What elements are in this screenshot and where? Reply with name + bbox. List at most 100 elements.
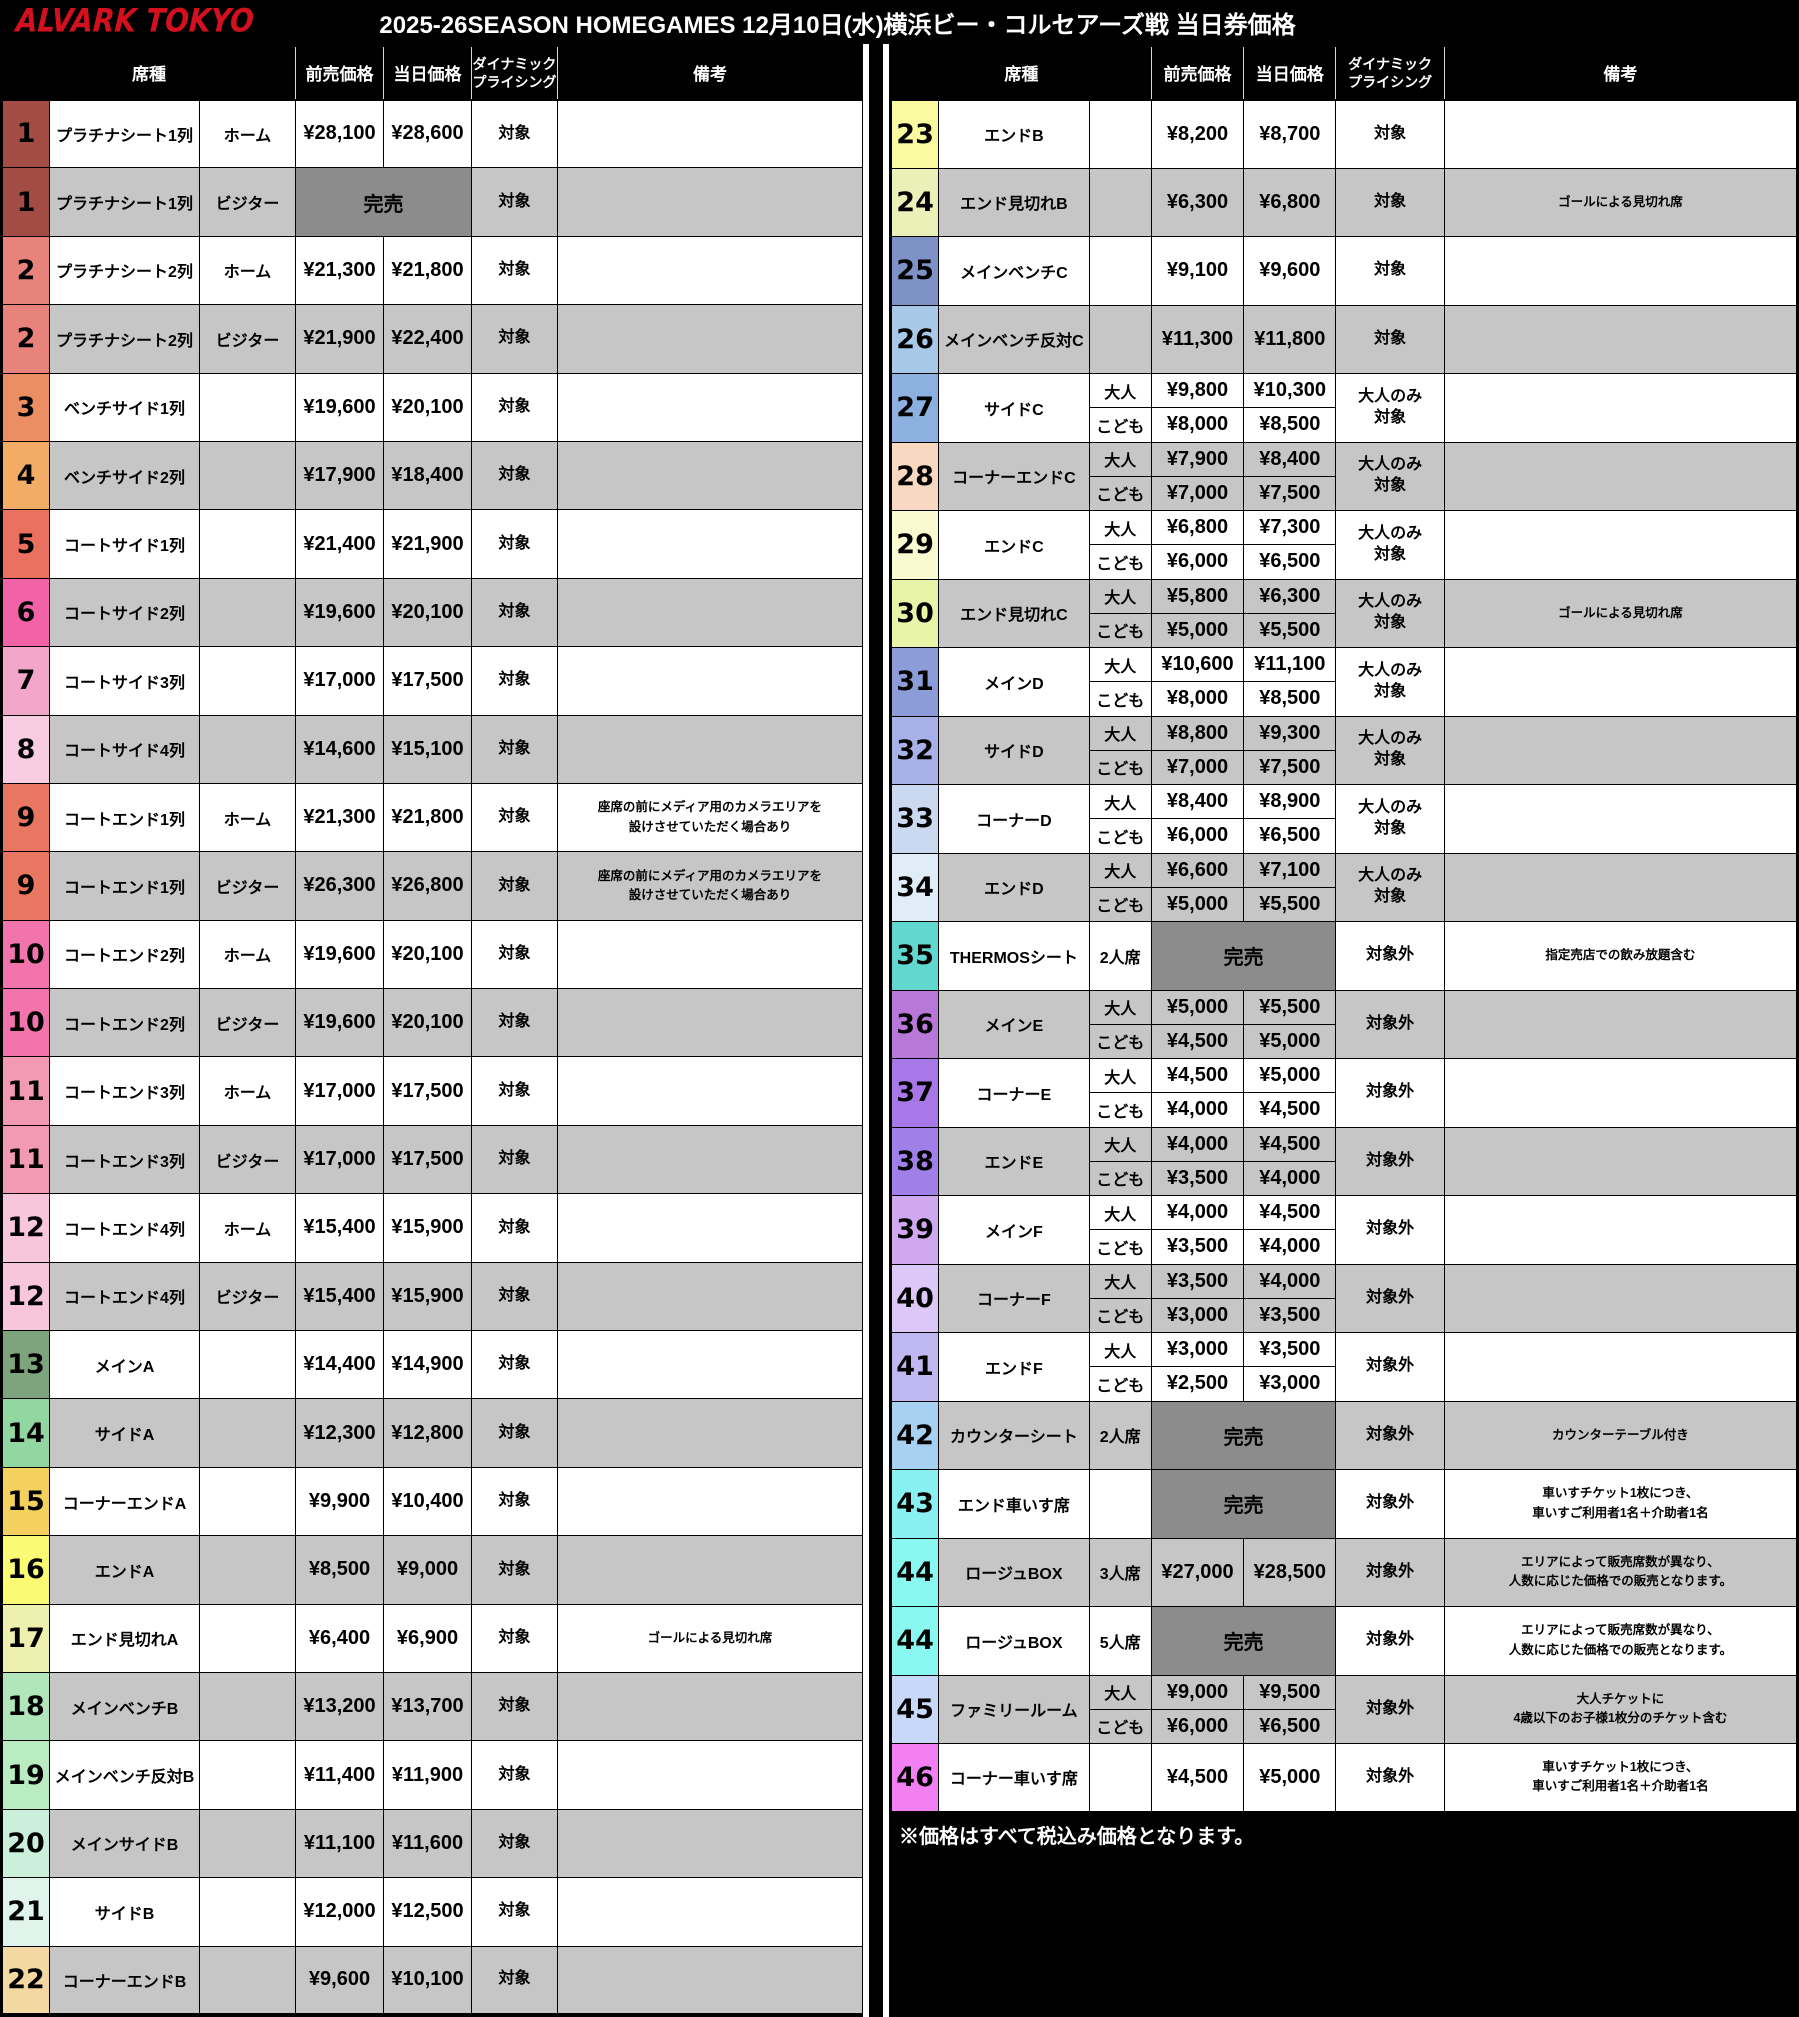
seat-number-cell: 44 (889, 1606, 940, 1676)
table-row: 2 プラチナシート2列 ホーム ¥21,300 ¥21,800 対象 (1, 235, 864, 306)
remark-cell: 座席の前にメディア用のカメラエリアを 設けさせていただく場合あり (557, 782, 864, 853)
day-price-cell: ¥3,500 (1243, 1297, 1337, 1334)
seat-number-cell: 46 (889, 1743, 940, 1813)
day-price-cell: ¥17,500 (383, 1124, 472, 1195)
dynamic-pricing-cell: 大人のみ 対象 (1335, 578, 1445, 648)
day-price-cell: ¥15,900 (383, 1261, 472, 1332)
seat-capacity-cell (1088, 304, 1152, 374)
day-price-cell: ¥15,900 (383, 1193, 472, 1263)
remark-cell: カウンターテーブル付き (1443, 1400, 1799, 1470)
remark-cell (1443, 236, 1799, 306)
advance-price-cell: ¥5,800 (1150, 578, 1245, 614)
sold-out-cell: 完売 (295, 167, 472, 237)
seat-number-cell: 12 (1, 1193, 50, 1263)
dynamic-pricing-cell: 大人のみ 対象 (1335, 373, 1445, 443)
table-row: 41 エンドF 大人 ¥3,000 ¥3,500 対象外 (889, 1331, 1799, 1402)
seat-name-cell: コーナーエンドC (938, 441, 1090, 511)
age-label-cell: 大人 (1088, 646, 1152, 683)
remark-cell (1443, 647, 1799, 717)
day-price-cell: ¥15,100 (383, 714, 472, 784)
day-price-cell: ¥17,500 (383, 646, 472, 716)
age-label-cell: 大人 (1088, 783, 1152, 820)
dynamic-pricing-cell: 対象 (471, 98, 558, 169)
advance-price-cell: ¥21,300 (295, 235, 384, 306)
seat-name-cell: ベンチサイド2列 (49, 440, 200, 511)
table-row: 38 エンドE 大人 ¥4,000 ¥4,500 対象外 (889, 1126, 1799, 1196)
day-price-cell: ¥5,500 (1243, 612, 1337, 649)
seat-name-cell: エンドB (938, 99, 1090, 169)
table-row: こども ¥3,000 ¥3,500 (891, 1297, 1798, 1334)
seat-number-cell: 2 (1, 235, 50, 306)
seat-name-cell: コートエンド1列 (49, 782, 200, 853)
seat-name-cell: メインA (49, 1330, 200, 1400)
advance-price-cell: ¥8,500 (295, 1535, 384, 1605)
seat-name-cell: コートエンド3列 (49, 1124, 200, 1195)
seat-category-cell: ホーム (199, 235, 296, 306)
col-header-seat-type: 席種 (1, 45, 296, 100)
seat-number-cell: 3 (1, 372, 50, 442)
seat-name-cell: コートエンド4列 (49, 1193, 200, 1263)
day-price-cell: ¥4,500 (1243, 1126, 1337, 1162)
seat-name-cell: メインベンチC (938, 236, 1090, 306)
seat-name-cell: コートサイド4列 (49, 714, 200, 784)
day-price-cell: ¥11,900 (383, 1740, 472, 1810)
table-row: こども ¥3,500 ¥4,000 (891, 1229, 1798, 1265)
seat-number-cell: 30 (889, 578, 940, 648)
seat-category-cell (199, 1330, 296, 1400)
table-row: 37 コーナーE 大人 ¥4,500 ¥5,000 対象外 (889, 1057, 1799, 1128)
table-row: 29 エンドC 大人 ¥6,800 ¥7,300 大人のみ 対象 (889, 509, 1799, 580)
table-row: 24 エンド見切れB ¥6,300 ¥6,800 対象 ゴールによる見切れ席 (889, 167, 1799, 237)
table-row: 6 コートサイド2列 ¥19,600 ¥20,100 対象 (1, 577, 864, 648)
dynamic-pricing-cell: 対象 (471, 577, 558, 648)
remark-cell (1443, 784, 1799, 854)
seat-name-cell: メインE (938, 989, 1090, 1059)
advance-price-cell: ¥7,000 (1150, 475, 1245, 512)
seat-capacity-cell (1088, 99, 1152, 169)
advance-price-cell: ¥6,800 (1150, 509, 1245, 546)
table-row: こども ¥4,000 ¥4,500 (891, 1092, 1798, 1128)
seat-number-cell: 42 (889, 1400, 940, 1470)
table-row: 4 ベンチサイド2列 ¥17,900 ¥18,400 対象 (1, 440, 864, 511)
col-header-day-price: 当日価格 (383, 45, 472, 100)
remark-cell (557, 509, 864, 579)
advance-price-cell: ¥21,300 (295, 782, 384, 853)
day-price-cell: ¥6,500 (1243, 818, 1337, 854)
seat-category-cell: ホーム (199, 1056, 296, 1126)
advance-price-cell: ¥10,600 (1150, 646, 1245, 683)
table-row: 32 サイドD 大人 ¥8,800 ¥9,300 大人のみ 対象 (889, 715, 1799, 785)
advance-price-cell: ¥19,600 (295, 988, 384, 1058)
seat-number-cell: 9 (1, 782, 50, 853)
seat-number-cell: 4 (1, 440, 50, 511)
table-divider (863, 44, 889, 2017)
seat-name-cell: コートエンド2列 (49, 988, 200, 1058)
table-row: 43 エンド車いす席 完売 対象外 車いすチケット1枚につき、 車いすご利用者1名＋介助… (889, 1469, 1799, 1539)
remark-cell (557, 1808, 864, 1879)
day-price-cell: ¥12,800 (383, 1398, 472, 1468)
remark-cell (557, 919, 864, 990)
col-header-day-price: 当日価格 (1243, 45, 1337, 100)
page-title: 2025-26SEASON HOMEGAMES 12月10日(水)横浜ビー・コル… (379, 11, 1296, 39)
seat-number-cell: 43 (889, 1469, 940, 1539)
age-label-cell: 大人 (1088, 372, 1152, 409)
seat-name-cell: コーナーエンドA (49, 1466, 200, 1537)
seat-category-cell (199, 372, 296, 442)
table-row: 15 コーナーエンドA ¥9,900 ¥10,400 対象 (1, 1466, 864, 1537)
seat-name-cell: メインF (938, 1195, 1090, 1265)
advance-price-cell: ¥4,500 (1150, 1743, 1245, 1813)
day-price-cell: ¥20,100 (383, 919, 472, 990)
day-price-cell: ¥6,300 (1243, 578, 1337, 614)
seat-name-cell: カウンターシート (938, 1400, 1090, 1470)
table-row: 23 エンドB ¥8,200 ¥8,700 対象 (889, 99, 1799, 169)
age-label-cell: 大人 (1088, 1263, 1152, 1299)
sold-out-cell: 完売 (1150, 921, 1337, 991)
age-label-cell: こども (1088, 407, 1152, 443)
advance-price-cell: ¥6,000 (1150, 818, 1245, 854)
dynamic-pricing-cell: 対象 (471, 782, 558, 853)
table-row: 31 メインD 大人 ¥10,600 ¥11,100 大人のみ 対象 (889, 646, 1799, 717)
advance-price-cell: ¥19,600 (295, 577, 384, 648)
seat-category-cell: ビジター (199, 1124, 296, 1195)
dynamic-pricing-cell: 大人のみ 対象 (1335, 510, 1445, 580)
advance-price-cell: ¥9,600 (295, 1945, 384, 2015)
table-row: 34 エンドD 大人 ¥6,600 ¥7,100 大人のみ 対象 (889, 852, 1799, 922)
day-price-cell: ¥4,000 (1243, 1229, 1337, 1265)
